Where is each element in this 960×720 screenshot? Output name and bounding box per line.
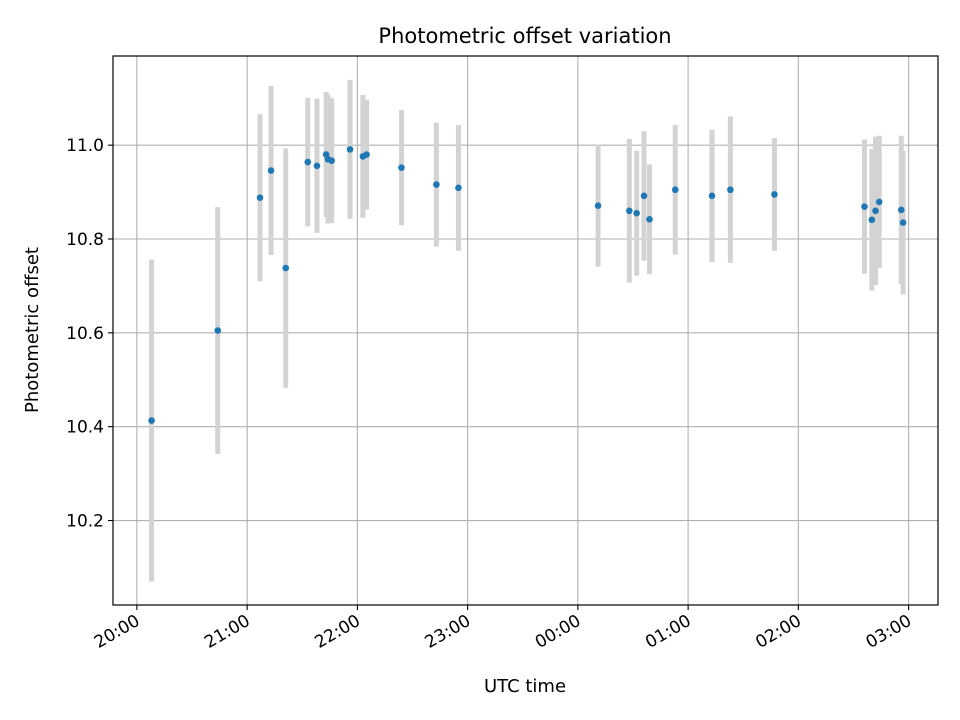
data-point	[771, 191, 778, 198]
data-point	[868, 216, 876, 224]
y-tick-label: 10.6	[66, 324, 104, 344]
y-tick-label: 10.8	[66, 230, 104, 250]
data-point	[626, 207, 633, 215]
data-point	[646, 215, 653, 223]
data-point	[708, 192, 716, 200]
data-point	[148, 417, 155, 424]
data-point	[304, 158, 312, 166]
data-point	[433, 181, 440, 188]
data-point	[594, 202, 602, 209]
y-axis-label: Photometric offset	[22, 247, 43, 413]
data-point	[267, 167, 275, 174]
x-axis-label: UTC time	[484, 676, 566, 697]
y-tick-label: 10.2	[66, 512, 104, 532]
data-point	[633, 209, 640, 217]
data-point	[214, 327, 222, 334]
data-point	[671, 186, 679, 194]
data-point	[256, 194, 264, 202]
data-point	[398, 164, 405, 171]
chart-title: Photometric offset variation	[378, 24, 671, 48]
data-point	[727, 186, 734, 194]
data-point	[875, 198, 883, 206]
data-point	[363, 151, 370, 158]
point-layer	[148, 146, 907, 424]
data-point	[872, 207, 879, 215]
data-point	[455, 184, 462, 192]
data-point	[897, 206, 905, 214]
data-point	[861, 203, 868, 210]
data-point	[282, 264, 290, 272]
y-axis-ticks: 10.2 10.4 10.6 10.8 11.0	[66, 136, 113, 532]
data-point	[899, 219, 907, 226]
data-point	[640, 192, 648, 200]
grid-layer	[113, 56, 938, 605]
y-tick-label: 11.0	[66, 136, 104, 156]
data-point	[346, 146, 354, 153]
data-point	[328, 157, 335, 164]
plot-frame	[112, 55, 939, 606]
y-tick-label: 10.4	[66, 418, 104, 438]
data-point	[313, 162, 321, 170]
